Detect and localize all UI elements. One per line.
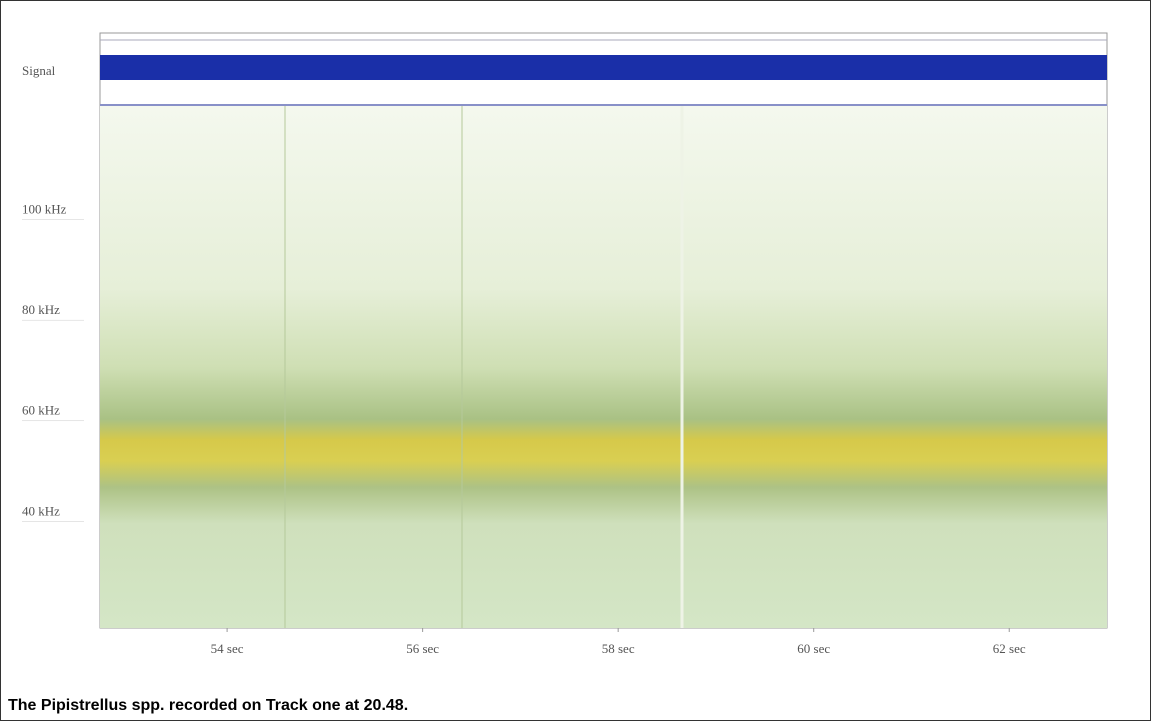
signal-waveform (100, 55, 1107, 80)
y-tick-label: 60 kHz (22, 403, 60, 418)
spectrogram (100, 106, 1107, 628)
x-tick-label: 56 sec (406, 641, 439, 656)
y-tick-label: 40 kHz (22, 503, 60, 518)
x-tick-label: 54 sec (211, 641, 244, 656)
x-tick-label: 60 sec (797, 641, 830, 656)
x-tick-label: 62 sec (993, 641, 1026, 656)
signal-label: Signal (22, 63, 56, 78)
y-tick-label: 80 kHz (22, 302, 60, 317)
y-tick-label: 100 kHz (22, 202, 67, 217)
caption: The Pipistrellus spp. recorded on Track … (8, 697, 408, 714)
x-tick-label: 58 sec (602, 641, 635, 656)
